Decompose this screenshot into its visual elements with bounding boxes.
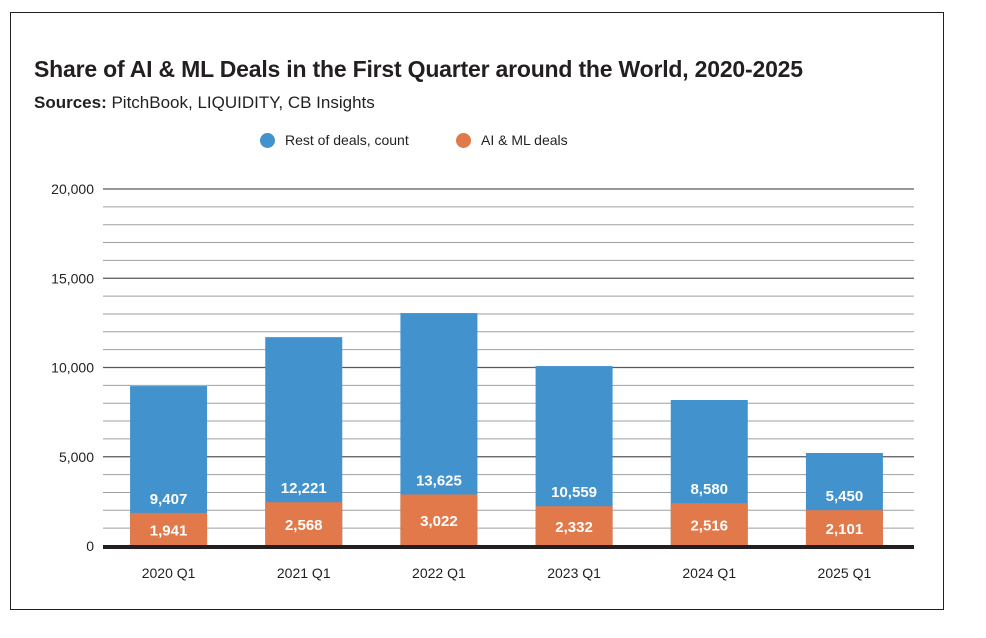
legend: Rest of deals, count AI & ML deals [0, 132, 986, 152]
x-tick-label: 2025 Q1 [818, 565, 872, 581]
y-tick-label: 5,000 [59, 449, 94, 465]
data-label-ai-ml-deals: 2,568 [285, 517, 323, 534]
chart-subtitle: Sources: PitchBook, LIQUIDITY, CB Insigh… [34, 93, 375, 113]
data-label-rest-of-deals: 5,450 [826, 488, 864, 505]
data-label-rest-of-deals: 10,559 [551, 484, 597, 501]
bar-ai-ml-deals [805, 510, 883, 546]
data-label-ai-ml-deals: 2,101 [826, 521, 864, 538]
sources-label: Sources: [34, 93, 107, 112]
sources-text: PitchBook, LIQUIDITY, CB Insights [106, 93, 375, 112]
bar-ai-ml-deals [670, 503, 748, 546]
chart-title: Share of AI & ML Deals in the First Quar… [34, 56, 803, 82]
legend-item-rest: Rest of deals, count [260, 132, 409, 148]
data-label-ai-ml-deals: 1,941 [150, 522, 188, 539]
data-label-rest-of-deals: 13,625 [416, 472, 462, 489]
data-label-ai-ml-deals: 2,332 [555, 519, 593, 536]
bar-ai-ml-deals [400, 494, 478, 546]
x-tick-label: 2024 Q1 [682, 565, 736, 581]
chart-frame [10, 12, 944, 610]
y-tick-label: 0 [86, 538, 94, 554]
legend-label-rest: Rest of deals, count [285, 132, 409, 148]
legend-item-ai-ml: AI & ML deals [456, 132, 568, 148]
legend-marker-ai-ml [456, 132, 471, 148]
x-tick-label: 2020 Q1 [142, 565, 196, 581]
bar-ai-ml-deals [265, 502, 343, 546]
x-tick-label: 2023 Q1 [547, 565, 601, 581]
data-label-rest-of-deals: 12,221 [281, 480, 327, 497]
y-tick-label: 15,000 [51, 270, 94, 286]
data-label-rest-of-deals: 9,407 [150, 491, 188, 508]
data-label-ai-ml-deals: 3,022 [420, 513, 458, 530]
data-label-ai-ml-deals: 2,516 [690, 518, 728, 535]
data-label-rest-of-deals: 8,580 [690, 481, 728, 498]
legend-marker-rest [260, 132, 275, 148]
bar-ai-ml-deals [535, 506, 613, 546]
y-tick-label: 10,000 [51, 360, 94, 376]
bar-ai-ml-deals [130, 512, 208, 546]
x-tick-label: 2022 Q1 [412, 565, 466, 581]
y-tick-label: 20,000 [51, 181, 94, 197]
x-tick-label: 2021 Q1 [277, 565, 331, 581]
legend-label-ai-ml: AI & ML deals [481, 132, 568, 148]
